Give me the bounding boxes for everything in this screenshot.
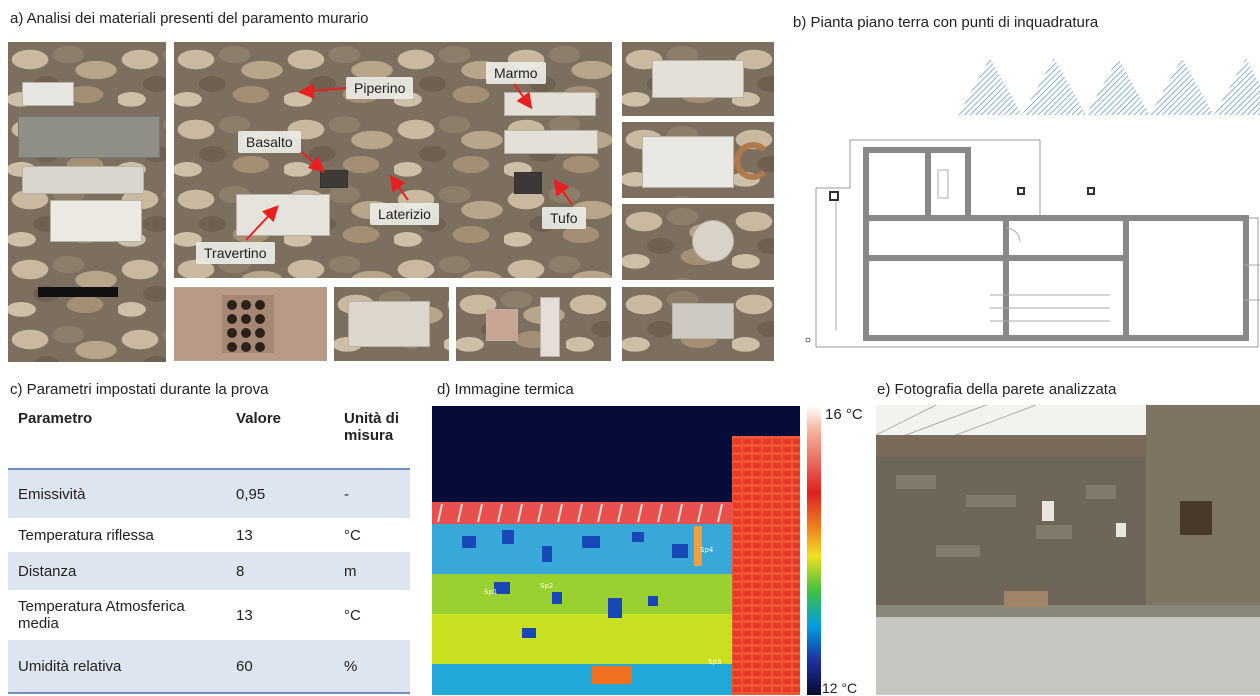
photo-detail-7 bbox=[622, 287, 774, 361]
photo-detail-6 bbox=[456, 287, 611, 361]
label-travertino: Travertino bbox=[196, 242, 275, 264]
cell-parametro: Temperatura Atmosferica media bbox=[8, 590, 226, 640]
arrows-overlay bbox=[245, 82, 573, 241]
photo-detail-3 bbox=[622, 204, 774, 280]
photo-wall-analyzed bbox=[876, 405, 1260, 695]
table-row: Distanza 8 m bbox=[8, 552, 410, 590]
caption-e: e) Fotografia della parete analizzata bbox=[877, 381, 1117, 398]
photo-detail-4 bbox=[174, 287, 327, 361]
header-unita: Unità di misura bbox=[334, 404, 410, 470]
caption-a: a) Analisi dei materiali presenti del pa… bbox=[10, 10, 369, 27]
cell-unita: °C bbox=[334, 590, 410, 640]
cell-valore: 13 bbox=[226, 590, 334, 640]
table-row: Umidità relativa 60 % bbox=[8, 640, 410, 694]
photo-detail-1 bbox=[622, 42, 774, 116]
header-valore: Valore bbox=[226, 404, 334, 470]
temperature-scale-bar bbox=[807, 406, 821, 695]
cell-valore: 0,95 bbox=[226, 469, 334, 518]
spot-label: Sp3 bbox=[708, 658, 721, 666]
label-tufo: Tufo bbox=[542, 207, 586, 229]
cell-parametro: Emissività bbox=[8, 469, 226, 518]
photo-detail-2 bbox=[622, 122, 774, 198]
floor-plan bbox=[805, 58, 1260, 348]
cell-parametro: Distanza bbox=[8, 552, 226, 590]
header-parametro: Parametro bbox=[8, 404, 226, 470]
cell-unita: m bbox=[334, 552, 410, 590]
cell-parametro: Umidità relativa bbox=[8, 640, 226, 694]
scale-min-label: 12 °C bbox=[822, 680, 858, 696]
table-row: Temperatura riflessa 13 °C bbox=[8, 518, 410, 552]
parameters-table: Parametro Valore Unità di misura Emissiv… bbox=[8, 404, 410, 694]
cell-unita: % bbox=[334, 640, 410, 694]
vent-holes bbox=[222, 295, 274, 353]
scale-max-label: 16 °C bbox=[825, 406, 863, 423]
table-row: Temperatura Atmosferica media 13 °C bbox=[8, 590, 410, 640]
label-laterizio: Laterizio bbox=[370, 203, 439, 225]
spot-label: Sp1 bbox=[484, 588, 497, 596]
thermal-image: Sp1 Sp2 Sp3 Sp4 bbox=[432, 406, 800, 695]
caption-c: c) Parametri impostati durante la prova bbox=[10, 381, 269, 398]
photo-wall-annotated: Piperino Marmo Basalto Laterizio Tufo Tr… bbox=[174, 42, 612, 278]
photo-detail-5 bbox=[334, 287, 449, 361]
cell-unita: - bbox=[334, 469, 410, 518]
spot-label: Sp4 bbox=[700, 546, 714, 554]
cell-valore: 13 bbox=[226, 518, 334, 552]
label-marmo: Marmo bbox=[486, 62, 546, 84]
caption-b: b) Pianta piano terra con punti di inqua… bbox=[793, 14, 1099, 31]
label-basalto: Basalto bbox=[238, 131, 301, 153]
photo-wall-left bbox=[8, 42, 166, 362]
table-row: Emissività 0,95 - bbox=[8, 469, 410, 518]
cell-valore: 8 bbox=[226, 552, 334, 590]
caption-d: d) Immagine termica bbox=[437, 381, 574, 398]
label-piperino: Piperino bbox=[346, 77, 414, 99]
cell-valore: 60 bbox=[226, 640, 334, 694]
cell-unita: °C bbox=[334, 518, 410, 552]
spot-label: Sp2 bbox=[540, 582, 553, 590]
cell-parametro: Temperatura riflessa bbox=[8, 518, 226, 552]
